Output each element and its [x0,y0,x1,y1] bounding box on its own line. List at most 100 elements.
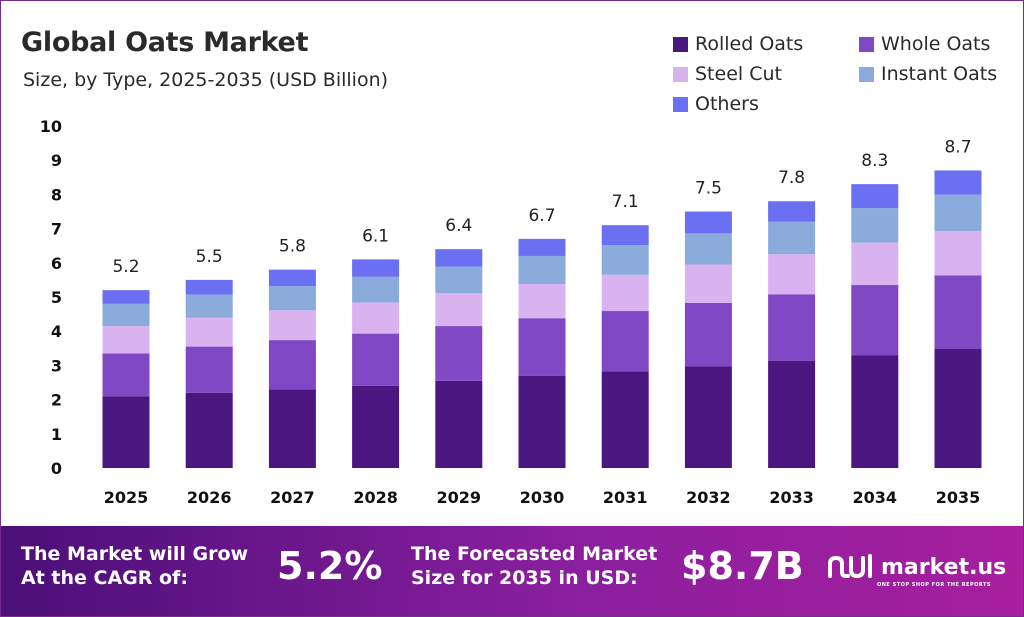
bar-total-label: 5.8 [279,237,306,257]
y-tick-label: 3 [51,356,62,375]
bar-total-label: 6.4 [445,216,472,236]
bar-total-label: 8.7 [944,137,971,157]
x-tick-label: 2026 [187,488,232,507]
y-tick-label: 4 [51,322,62,341]
bars-group [102,170,982,468]
bar-total-label: 7.1 [612,192,639,212]
legend-item-instant-oats: Instant Oats [859,63,997,85]
x-tick-label: 2027 [270,488,315,507]
bar-total-label: 5.5 [196,247,223,267]
legend-swatch-rolled-oats [673,36,688,52]
bar-segment-whole-oats [435,326,483,381]
legend-swatch-steel-cut [673,66,688,82]
chart-legend: Rolled Oats Whole Oats Steel Cut Instant… [673,33,1023,125]
bar-total-label: 7.5 [695,179,722,199]
bar-segment-rolled-oats [684,366,732,468]
bar-segment-others [601,225,649,246]
bar-segment-rolled-oats [601,371,649,468]
legend-label-steel-cut: Steel Cut [695,63,782,85]
bar-segment-others [268,269,316,287]
bar-segment-instant-oats [185,294,233,318]
legend-label-others: Others [695,93,759,115]
bar-segment-rolled-oats [102,396,150,468]
bar-segment-steel-cut [851,242,899,286]
stacked-bar-chart: 0 1 2 3 4 5 6 7 8 9 10 5.2 5.5 5.8 6.1 6.4 6.7 7.1 7.5 7.8… [40,117,982,507]
bar-total-label: 8.3 [861,151,888,171]
bar-segment-instant-oats [268,286,316,311]
x-tick-label: 2033 [769,488,814,507]
footer-banner: The Market will Grow At the CAGR of: 5.2… [1,526,1023,616]
bar-segment-rolled-oats [268,389,316,468]
y-tick-label: 10 [40,117,62,136]
bar-segment-steel-cut [435,293,483,327]
bar-segment-steel-cut [102,326,150,354]
forecast-label-line2: Size for 2035 in USD: [411,567,638,589]
legend-item-rolled-oats: Rolled Oats [673,33,803,55]
bar-segment-others [768,201,816,222]
x-tick-label: 2031 [603,488,648,507]
bar-segment-rolled-oats [352,385,400,468]
x-tick-label: 2032 [686,488,731,507]
legend-item-others: Others [673,93,759,115]
bar-segment-rolled-oats [851,355,899,468]
y-tick-label: 9 [51,151,62,170]
bar-segment-rolled-oats [435,380,483,468]
cagr-value: 5.2% [277,544,383,588]
bar-segment-whole-oats [684,302,732,367]
legend-item-whole-oats: Whole Oats [859,33,990,55]
legend-swatch-instant-oats [859,66,874,82]
bar-segment-whole-oats [851,285,899,356]
bar-segment-whole-oats [352,333,400,386]
bar-segment-others [518,238,566,256]
cagr-label-line2: At the CAGR of: [21,567,188,589]
brand-logo: market.us ONE STOP SHOP FOR THE REPORTS [827,552,1007,588]
bar-segment-instant-oats [934,194,982,231]
bar-total-label: 6.1 [362,226,389,246]
bar-segment-rolled-oats [518,375,566,468]
y-tick-label: 0 [51,459,62,478]
bar-total-label: 7.8 [778,168,805,188]
legend-swatch-others [673,96,688,112]
x-tick-label: 2030 [520,488,565,507]
y-tick-label: 2 [51,391,62,410]
bar-segment-whole-oats [268,340,316,390]
bar-total-label: 6.7 [528,206,555,226]
forecast-label: The Forecasted Market Size for 2035 in U… [411,542,657,590]
market-us-logo-icon [828,554,872,579]
brand-tagline: ONE STOP SHOP FOR THE REPORTS [877,582,992,588]
bar-segment-others [352,259,400,277]
x-axis: 2025 2026 2027 2028 2029 2030 2031 2032 2033 2034… [104,488,981,507]
x-tick-label: 2035 [936,488,981,507]
chart-title: Global Oats Market [21,27,309,58]
y-tick-label: 5 [51,288,62,307]
y-tick-label: 8 [51,185,62,204]
bar-segment-instant-oats [518,255,566,285]
legend-label-instant-oats: Instant Oats [881,63,998,85]
cagr-label: The Market will Grow At the CAGR of: [21,542,248,590]
bar-segment-steel-cut [518,284,566,319]
bar-segment-whole-oats [601,311,649,372]
bar-segment-whole-oats [518,318,566,376]
bar-segment-rolled-oats [934,348,982,468]
bar-segment-others [102,290,150,304]
brand-name: market.us [881,554,1007,580]
bar-segment-others [934,170,982,195]
bar-segment-steel-cut [352,302,400,334]
bar-segment-steel-cut [268,310,316,341]
legend-swatch-whole-oats [859,36,874,52]
bar-segment-others [684,211,732,234]
x-tick-label: 2029 [437,488,482,507]
bar-segment-whole-oats [934,275,982,349]
legend-item-steel-cut: Steel Cut [673,63,782,85]
bar-segment-instant-oats [768,221,816,255]
bar-segment-steel-cut [684,264,732,303]
x-tick-label: 2034 [853,488,898,507]
bar-segment-others [185,279,233,295]
legend-label-whole-oats: Whole Oats [881,33,991,55]
bar-segment-whole-oats [102,353,150,397]
bar-segment-instant-oats [102,303,150,327]
bar-segment-instant-oats [435,266,483,294]
bar-segment-whole-oats [768,294,816,361]
bar-segment-others [851,184,899,209]
